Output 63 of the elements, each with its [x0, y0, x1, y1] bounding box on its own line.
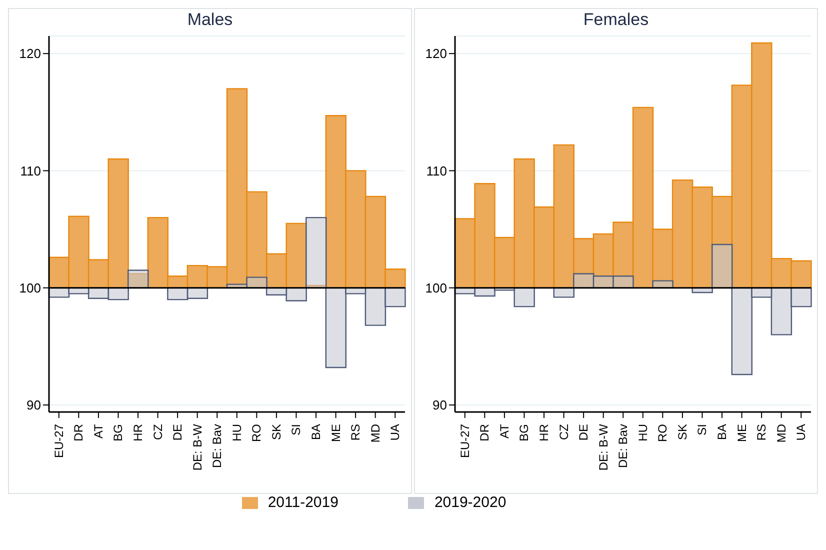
bar — [306, 216, 327, 288]
bar — [286, 287, 307, 302]
x-tick-label: BA — [309, 424, 323, 440]
x-tick-label: HU — [230, 424, 244, 442]
x-tick-label: DR — [478, 424, 492, 442]
bar — [364, 287, 386, 326]
x-tick-label: BG — [517, 424, 532, 442]
x-tick-label: BA — [715, 424, 729, 440]
x-tick-label: RO — [656, 424, 670, 442]
y-tick-label: 120 — [425, 46, 447, 62]
x-tick-label: SI — [695, 424, 710, 436]
x-tick-label: DR — [72, 424, 86, 442]
x-tick-label: UA — [388, 424, 402, 441]
y-tick-label: 110 — [20, 163, 41, 178]
y-tick-label: 100 — [425, 280, 447, 296]
x-tick-label: AT — [91, 423, 106, 438]
y-tick-label: 90 — [432, 398, 447, 413]
legend-label: 2011-2019 — [268, 494, 338, 511]
bar — [731, 287, 752, 376]
x-tick-label: SK — [675, 424, 690, 440]
bar — [246, 276, 268, 288]
x-tick-label: HR — [131, 424, 145, 442]
x-tick-label: DE: B-W — [596, 423, 610, 471]
legend-label: 2019-2020 — [434, 494, 506, 511]
x-tick-label: RS — [754, 424, 769, 441]
x-tick-label: MD — [368, 424, 382, 443]
x-tick-label: AT — [497, 423, 512, 438]
x-tick-label: HU — [636, 424, 650, 442]
x-tick-label: MD — [774, 424, 788, 443]
x-tick-label: DE: B-W — [190, 423, 204, 471]
bar — [384, 287, 406, 308]
chart-title: Males — [186, 9, 234, 31]
bar — [128, 270, 149, 288]
bar — [612, 276, 634, 288]
x-tick-label: UA — [794, 424, 808, 441]
bar — [712, 244, 733, 288]
bar — [514, 287, 535, 308]
x-tick-label: ME — [328, 424, 343, 442]
x-tick-label: ME — [734, 424, 749, 442]
y-tick-label: 120 — [19, 46, 41, 62]
x-tick-label: BG — [111, 424, 126, 442]
y-tick-label: 100 — [19, 280, 41, 296]
x-tick-label: DE: Bav — [210, 424, 224, 468]
x-tick-label: DE: Bav — [616, 424, 630, 468]
x-tick-label: CZ — [150, 424, 165, 440]
chart-title: Females — [582, 9, 650, 31]
x-tick-label: SK — [269, 424, 284, 440]
x-tick-label: EU-27 — [52, 424, 66, 458]
bar — [770, 287, 792, 336]
x-tick-label: SI — [289, 424, 304, 436]
y-tick-label: 110 — [426, 163, 447, 178]
bar — [108, 287, 129, 300]
x-tick-label: RO — [250, 424, 264, 442]
x-tick-label: RS — [348, 424, 363, 441]
x-tick-label: HR — [537, 424, 551, 442]
y-tick-label: 90 — [26, 398, 41, 413]
x-tick-label: DE — [576, 424, 591, 441]
x-tick-label: CZ — [556, 424, 571, 440]
bar — [553, 287, 574, 298]
bar — [790, 287, 812, 308]
x-tick-label: EU-27 — [458, 424, 472, 458]
x-tick-label: DE — [170, 424, 185, 441]
bar — [325, 287, 346, 368]
